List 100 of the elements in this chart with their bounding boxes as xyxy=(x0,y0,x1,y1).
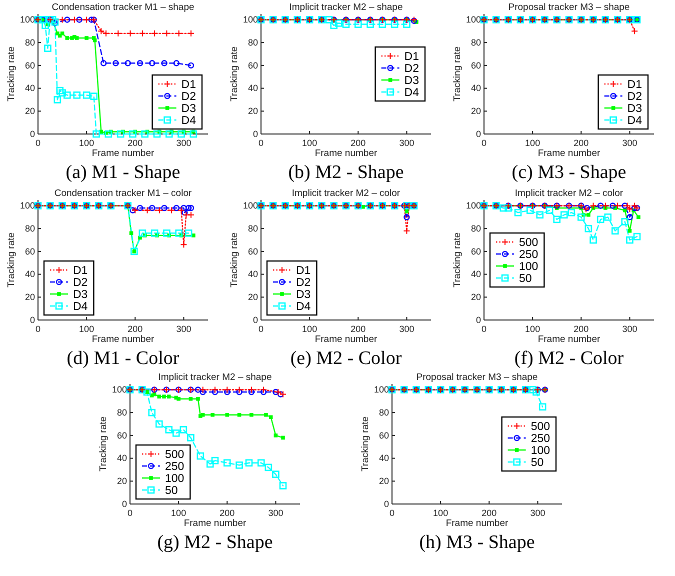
legend-label: D2 xyxy=(181,91,196,104)
y-tick-label: 20 xyxy=(24,292,35,302)
legend-label: 100 xyxy=(519,261,538,274)
x-tick-label: 100 xyxy=(302,324,318,334)
x-axis-title: Frame number xyxy=(538,148,600,159)
y-axis-title: Tracking rate xyxy=(6,232,17,288)
y-tick-label: 0 xyxy=(122,498,127,509)
x-tick-label: 200 xyxy=(350,138,366,148)
legend-label: D3 xyxy=(181,103,196,116)
x-tick-label: 300 xyxy=(268,508,284,518)
x-tick-label: 300 xyxy=(530,508,546,518)
text: (d) M1 - Color xyxy=(66,348,180,369)
y-tick-label: 80 xyxy=(470,37,481,48)
text: (g) M2 - Shape xyxy=(157,532,273,553)
y-tick-label: 40 xyxy=(116,453,127,464)
y-tick-label: 80 xyxy=(24,37,35,48)
y-tick-label: 100 xyxy=(374,384,389,395)
chart-title: Implicit tracker M2 – shape xyxy=(289,2,403,13)
legend-label: 100 xyxy=(165,473,184,486)
y-tick-label: 20 xyxy=(24,106,35,116)
x-axis-title: Frame number xyxy=(314,148,378,159)
legend-label: D1 xyxy=(181,79,196,92)
x-tick-label: 200 xyxy=(220,508,235,518)
y-tick-label: 20 xyxy=(116,476,127,486)
x-tick-label: 300 xyxy=(176,138,192,148)
legend-label: D3 xyxy=(627,103,642,116)
y-tick-label: 20 xyxy=(470,292,481,302)
x-axis-title: Frame number xyxy=(184,518,246,529)
y-tick-label: 100 xyxy=(20,14,35,25)
legend-label: 500 xyxy=(530,421,550,434)
y-axis-title: Tracking rate xyxy=(98,416,109,472)
x-axis-title: Frame number xyxy=(538,334,600,345)
x-tick-label: 200 xyxy=(128,138,143,148)
y-axis-title: Tracking rate xyxy=(6,46,17,102)
y-tick-label: 80 xyxy=(24,223,35,234)
y-tick-label: 0 xyxy=(476,128,481,139)
y-tick-label: 40 xyxy=(24,83,35,94)
y-tick-label: 40 xyxy=(248,83,258,94)
legend-label: 100 xyxy=(530,445,550,458)
y-tick-label: 40 xyxy=(470,83,481,94)
y-tick-label: 0 xyxy=(30,128,35,139)
text: (e) M2 - Color xyxy=(290,348,402,369)
x-tick-label: 200 xyxy=(482,508,497,518)
y-tick-label: 0 xyxy=(384,498,389,509)
x-axis-title: Frame number xyxy=(314,334,378,345)
y-axis-title: Tracking rate xyxy=(229,232,240,288)
y-tick-label: 20 xyxy=(378,476,389,486)
y-tick-label: 100 xyxy=(466,14,481,25)
x-tick-label: 100 xyxy=(171,508,186,518)
y-tick-label: 80 xyxy=(248,37,258,48)
y-tick-label: 80 xyxy=(248,223,258,234)
y-axis-title: Tracking rate xyxy=(452,46,463,102)
chart-title: Proposal tracker M3 – shape xyxy=(508,2,630,13)
y-tick-label: 20 xyxy=(248,106,258,116)
legend-label: 50 xyxy=(519,273,532,286)
x-tick-label: 100 xyxy=(433,508,448,518)
y-tick-label: 40 xyxy=(378,453,389,464)
y-tick-label: 80 xyxy=(378,407,389,418)
chart-title: Implicit tracker M2 – shape xyxy=(158,372,272,383)
chart-title: Condensation tracker M1 – color xyxy=(54,188,192,199)
x-tick-label: 300 xyxy=(176,324,192,334)
legend-label: 250 xyxy=(530,433,550,446)
y-tick-label: 100 xyxy=(242,14,258,25)
legend-label: D2 xyxy=(73,277,88,290)
text: (c) M3 - Shape xyxy=(512,162,626,183)
chart-title: Implicit tracker M2 – color xyxy=(292,188,400,199)
legend-label: 50 xyxy=(530,457,544,470)
x-tick-label: 300 xyxy=(622,324,638,334)
legend-label: D1 xyxy=(404,51,419,64)
y-tick-label: 40 xyxy=(24,269,35,280)
y-tick-label: 80 xyxy=(116,407,127,418)
legend-label: D1 xyxy=(627,79,642,92)
x-tick-label: 200 xyxy=(574,324,589,334)
y-tick-label: 60 xyxy=(378,430,389,440)
legend-label: D3 xyxy=(404,75,419,88)
y-tick-label: 100 xyxy=(20,200,35,211)
x-axis-title: Frame number xyxy=(92,148,154,159)
y-tick-label: 100 xyxy=(466,200,481,211)
y-tick-label: 20 xyxy=(248,292,258,302)
text: (f) M2 - Color xyxy=(514,348,624,369)
x-tick-label: 100 xyxy=(525,138,540,148)
y-tick-label: 0 xyxy=(252,314,258,325)
y-tick-label: 60 xyxy=(116,430,127,440)
y-tick-label: 40 xyxy=(248,269,258,280)
y-tick-label: 60 xyxy=(24,246,35,256)
y-tick-label: 60 xyxy=(24,60,35,70)
y-axis-title: Tracking rate xyxy=(360,416,371,472)
legend-label: 50 xyxy=(165,485,178,498)
y-tick-label: 60 xyxy=(470,246,481,256)
chart-title: Implicit tracker M2 – color xyxy=(514,188,624,199)
x-tick-label: 200 xyxy=(574,138,589,148)
legend-label: D2 xyxy=(627,91,642,104)
x-tick-label: 200 xyxy=(128,324,143,334)
x-tick-label: 300 xyxy=(622,138,638,148)
y-tick-label: 0 xyxy=(30,314,35,325)
legend-label: D4 xyxy=(627,115,643,128)
x-tick-label: 100 xyxy=(525,324,540,334)
x-axis-title: Frame number xyxy=(446,518,508,529)
y-tick-label: 0 xyxy=(476,314,481,325)
x-tick-label: 300 xyxy=(399,138,414,148)
